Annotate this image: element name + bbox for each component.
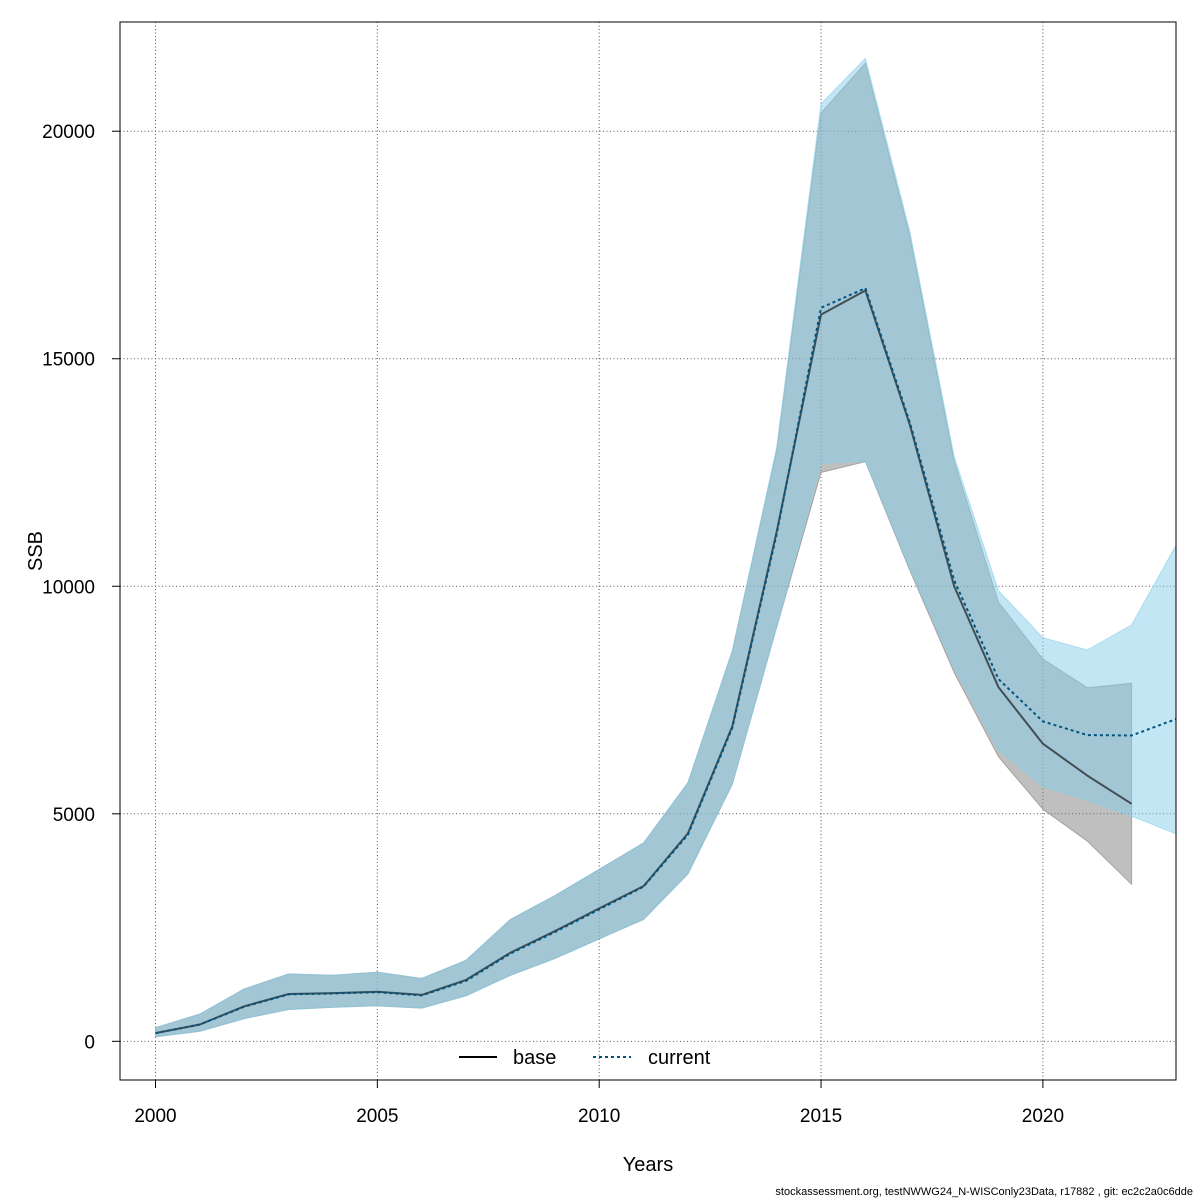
legend: base current [459,1047,711,1069]
series-line-current [155,287,1176,1035]
y-tick-label: 10000 [42,577,95,598]
plot-frame [119,21,1177,1081]
x-tick-label: 2010 [578,1106,620,1127]
y-axis-title: SSB [25,531,47,571]
confidence-bands [155,57,1176,1038]
grid [120,22,1176,1080]
y-tick-label: 15000 [42,350,95,371]
x-axis-title: Years [623,1154,673,1176]
confidence-band-current [155,57,1176,1038]
x-tick-label: 2005 [356,1106,398,1127]
x-tick-label: 2015 [800,1106,842,1127]
legend-label-current: current [648,1047,711,1069]
x-tick-label: 2000 [134,1106,176,1127]
y-tick-label: 20000 [42,122,95,143]
x-axis: 2000 2005 2010 2015 2020 [134,1080,1064,1127]
y-tick-label: 5000 [53,805,95,826]
footer-text: stockassessment.org, testNWWG24_N-WISCon… [775,1186,1193,1198]
y-axis: 0 5000 10000 15000 20000 [42,122,120,1053]
legend-label-base: base [513,1047,556,1069]
y-tick-label: 0 [84,1032,95,1053]
series-lines [155,287,1176,1035]
x-tick-label: 2020 [1022,1106,1064,1127]
